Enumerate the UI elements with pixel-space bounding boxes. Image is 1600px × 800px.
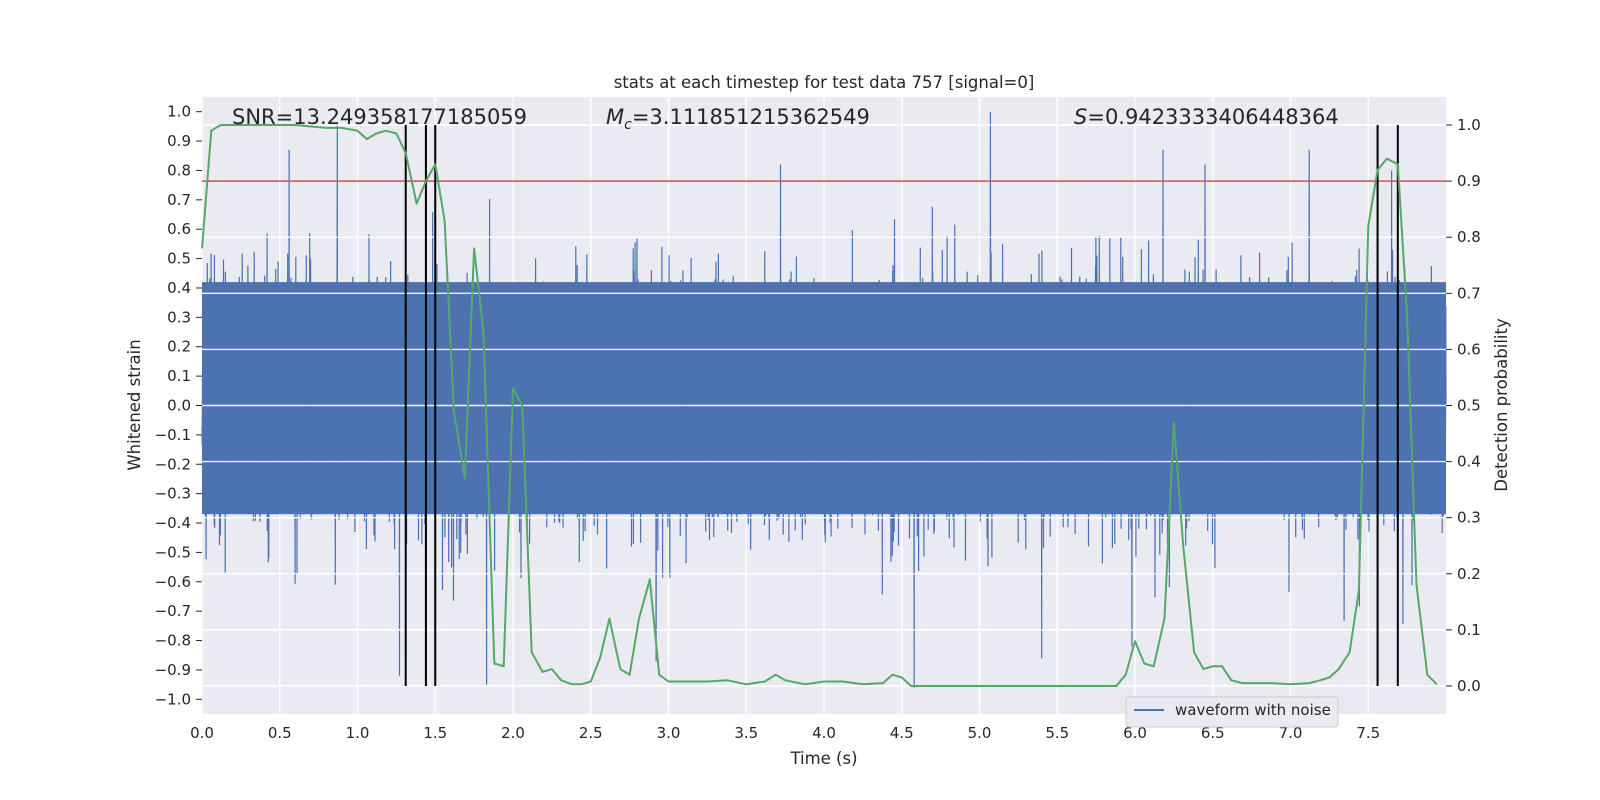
y-left-tick-label: 0.7 [167,191,191,209]
legend: waveform with noise [1125,696,1339,728]
y-left-tick-label: 0.4 [167,279,191,297]
y-left-tick-label: −0.3 [155,485,191,503]
y-left-tick-label: −0.7 [155,602,191,620]
y-left-tick-label: −0.9 [155,661,191,679]
y-right-tick-label: 0.8 [1457,228,1481,246]
y-right-tick-label: 0.0 [1457,677,1481,695]
y-left-tick-label: 0.8 [167,161,191,179]
x-tick-label: 5.0 [968,724,992,742]
s-symbol: S [1074,105,1087,129]
y-left-tick-label: 0.1 [167,367,191,385]
y-left-tick-label: 0.6 [167,220,191,238]
x-tick-label: 6.0 [1123,724,1147,742]
y-right-tick-label: 0.1 [1457,621,1481,639]
x-tick-label: 6.5 [1201,724,1225,742]
x-tick-label: 7.0 [1279,724,1303,742]
y-left-tick-label: −0.2 [155,455,191,473]
x-tick-label: 0.5 [268,724,292,742]
s-value: =0.9423333406448364 [1087,105,1338,129]
x-tick-label: 4.0 [812,724,836,742]
detection-probability-series [201,124,1438,687]
y-left-tick-label: −1.0 [155,690,191,708]
y-right-tick-label: 0.5 [1457,397,1481,415]
y-left-tick-label: 0.3 [167,308,191,326]
y-right-tick-labels: 1.0 0.9 0.8 0.7 0.6 0.5 0.4 0.3 0.2 0.1 0.0 [1446,116,1481,695]
y-right-tick-label: 0.4 [1457,453,1481,471]
x-tick-label: 0.0 [190,724,214,742]
snr-annotation: SNR=13.249358177185059 [232,105,527,129]
chart-title: stats at each timestep for test data 757… [614,73,1035,92]
y-right-tick-label: 1.0 [1457,116,1481,134]
y-left-tick-label: −0.8 [155,632,191,650]
y-left-axis-label: Whitened strain [125,339,144,470]
legend-label: waveform with noise [1175,701,1331,719]
x-tick-labels: 0.0 0.5 1.0 1.5 2.0 2.5 3.0 3.5 4.0 4.5 5.0 5.5 6.0 6… [190,724,1380,742]
y-left-tick-label: −0.6 [155,573,191,591]
y-right-tick-label: 0.9 [1457,172,1481,190]
mc-symbol: M [606,105,624,129]
y-left-tick-label: −0.4 [155,514,191,532]
x-tick-label: 4.5 [890,724,914,742]
y-right-tick-label: 0.6 [1457,340,1481,358]
y-left-tick-label: 0.9 [167,132,191,150]
vertical-markers [404,125,1399,686]
y-right-tick-label: 0.7 [1457,284,1481,302]
legend-box [1125,696,1339,728]
mc-subscript: c [624,117,632,133]
y-right-axis-label: Detection probability [1492,318,1511,492]
x-tick-label: 3.0 [657,724,681,742]
waveform-line [201,111,1447,688]
y-right-tick-label: 0.2 [1457,565,1481,583]
y-left-tick-labels: 1.0 0.9 0.8 0.7 0.6 0.5 0.4 0.3 0.2 0.1 0.0 −0.1 −0.… [155,103,202,708]
mc-value: =3.111851215362549 [632,105,870,129]
x-tick-label: 2.0 [501,724,525,742]
y-left-tick-label: −0.5 [155,543,191,561]
x-tick-label: 1.5 [423,724,447,742]
x-tick-label: 3.5 [734,724,758,742]
chirp-mass-annotation: Mc=3.111851215362549 [606,105,870,133]
probability-line [201,124,1438,687]
y-left-tick-label: 1.0 [167,103,191,121]
x-tick-label: 1.0 [346,724,370,742]
waveform-series [201,111,1447,688]
y-left-tick-label: 0.0 [167,397,191,415]
y-right-tick-label: 0.3 [1457,509,1481,527]
y-left-tick-label: 0.5 [167,250,191,268]
x-tick-label: 2.5 [579,724,603,742]
y-left-tick-label: 0.2 [167,338,191,356]
x-axis-label: Time (s) [789,749,857,768]
x-tick-label: 7.5 [1356,724,1380,742]
x-tick-label: 5.5 [1045,724,1069,742]
y-left-tick-label: −0.1 [155,426,191,444]
score-annotation: S=0.9423333406448364 [1074,105,1339,129]
